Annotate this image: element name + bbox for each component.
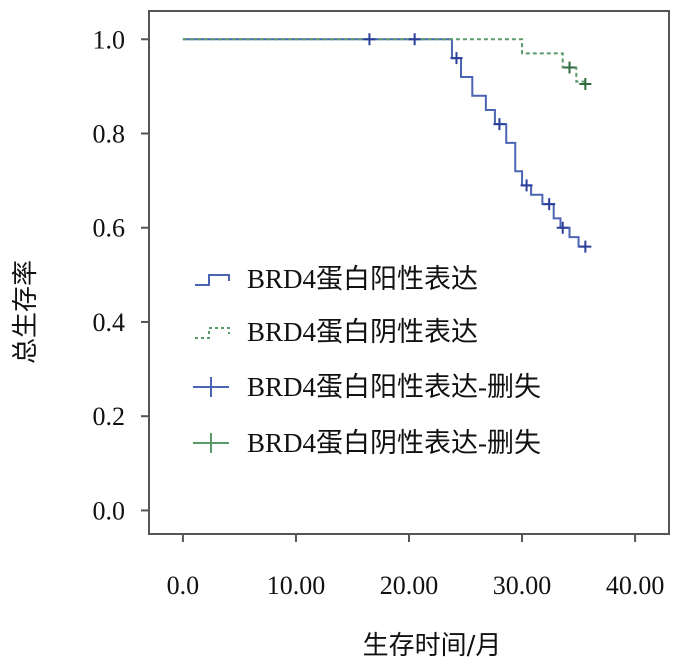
censor-mark-series-1 [450,52,463,65]
legend-label: BRD4蛋白阴性表达-删失 [247,428,541,458]
series-line-2 [182,38,586,83]
legend-swatch-negative-censored [193,433,229,453]
censor-mark-series-2 [579,78,592,91]
x-tick-label: 40.00 [606,571,665,600]
legend-swatch-positive [195,274,230,286]
y-axis: 0.0 0.2 0.4 0.6 0.8 1.0 [93,25,149,525]
censor-mark-series-1 [579,240,592,253]
censor-mark-series-2 [563,61,576,74]
legend-label: BRD4蛋白阳性表达-删失 [247,372,541,402]
x-tick-label: 10.00 [267,571,326,600]
y-tick-label: 0.6 [93,214,126,243]
legend-label: BRD4蛋白阴性表达 [247,317,478,347]
x-tick-label: 0.0 [167,571,200,600]
censor-mark-series-1 [543,198,556,211]
legend-label: BRD4蛋白阳性表达 [247,264,478,294]
y-tick-label: 0.8 [93,120,126,149]
y-tick-label: 1.0 [93,25,126,54]
censor-marks [363,33,592,253]
y-tick-label: 0.0 [93,496,126,525]
legend: BRD4蛋白阳性表达 BRD4蛋白阴性表达 BRD4蛋白阳性表达-删失 BRD4蛋白阴… [193,264,541,458]
legend-swatch-negative [195,327,230,339]
y-tick-label: 0.2 [93,402,126,431]
series-line-1 [182,38,586,248]
legend-swatch-positive-censored [193,377,229,397]
y-tick-label: 0.4 [93,308,126,337]
x-tick-label: 20.00 [380,571,439,600]
censor-mark-series-1 [520,179,533,192]
censor-mark-series-1 [493,118,506,131]
series-layer [182,38,586,248]
x-axis-label: 生存时间/月 [363,631,502,661]
x-tick-label: 30.00 [493,571,552,600]
censor-mark-series-1 [556,221,569,234]
censor-mark-series-1 [408,33,421,46]
censor-mark-series-1 [363,33,376,46]
x-axis: 0.0 10.00 20.00 30.00 40.00 [167,534,665,600]
y-axis-label: 总生存率 [11,260,41,364]
